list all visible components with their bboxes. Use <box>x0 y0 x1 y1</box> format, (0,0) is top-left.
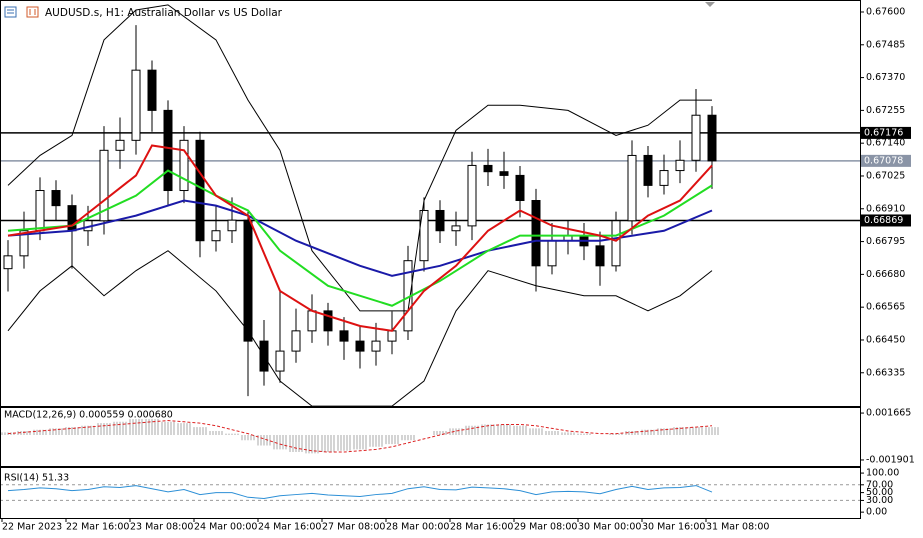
candle-body <box>307 310 317 332</box>
candle-body <box>99 149 109 222</box>
toolbar-icons <box>4 6 39 18</box>
candle-body <box>211 230 221 242</box>
candle-body <box>371 340 381 352</box>
candle-body <box>515 174 525 202</box>
candle-body <box>419 209 429 262</box>
candle-body <box>659 170 669 186</box>
x-tick-label: 30 Mar 00:00 <box>578 522 641 533</box>
candle-body <box>51 190 61 207</box>
y-tick-label: 100.00 <box>866 468 899 479</box>
candle-body <box>35 190 45 232</box>
plot-area <box>1 4 860 406</box>
y-tick-label: 0.66910 <box>866 203 905 214</box>
y-tick-label: 0.67485 <box>866 39 905 50</box>
x-tick-label: 24 Mar 16:00 <box>258 522 321 533</box>
y-tick-label: 0.67255 <box>866 105 905 116</box>
x-tick-label: 29 Mar 08:00 <box>514 522 577 533</box>
y-tick-label: 50.00 <box>866 487 893 498</box>
y-tick-label: -0.001901 <box>866 454 915 465</box>
rsi-line <box>7 485 713 499</box>
y-tick-label: 0.001665 <box>866 408 911 419</box>
candle-body <box>675 159 685 172</box>
candle-body <box>115 139 125 151</box>
indicator-line <box>7 199 713 277</box>
candle-body <box>483 164 493 173</box>
candle-body <box>227 219 237 232</box>
x-tick-label: 24 Mar 00:00 <box>194 522 257 533</box>
candle-body <box>147 69 157 111</box>
y-tick-label: 0.67140 <box>866 138 905 149</box>
y-tick-label: 0.66450 <box>866 334 905 345</box>
x-tick-label: 22 Mar 2023 <box>2 522 62 533</box>
candle-body <box>131 69 141 141</box>
rsi-title: RSI(14) 51.33 <box>4 473 69 484</box>
chart-title: AUDUSD.s, H1: Australian Dollar vs US Do… <box>45 7 283 19</box>
indicator-line <box>7 4 712 312</box>
x-tick-label: 28 Mar 16:00 <box>450 522 513 533</box>
candle-body <box>163 109 173 192</box>
x-tick-label: 30 Mar 16:00 <box>642 522 705 533</box>
macd-title: MACD(12,26,9) 0.000559 0.000680 <box>4 410 173 421</box>
candle-body <box>643 154 653 186</box>
signal-line <box>7 419 713 453</box>
candle-body <box>355 340 365 352</box>
x-tick-label: 31 Mar 08:00 <box>706 522 769 533</box>
x-tick-label: 22 Mar 16:00 <box>66 522 129 533</box>
candle-body <box>387 330 397 342</box>
candle-body <box>499 171 509 176</box>
y-tick-label: 0.66680 <box>866 269 905 280</box>
x-tick-label: 28 Mar 00:00 <box>386 522 449 533</box>
candle-body <box>691 114 701 161</box>
price-label: 0.67078 <box>864 155 903 166</box>
main-panel <box>0 0 861 407</box>
y-tick-label: 0.66795 <box>866 236 905 247</box>
candle-body <box>547 240 557 267</box>
plot-area <box>1 484 860 501</box>
candle-body <box>707 114 717 162</box>
price-label: 0.67176 <box>864 127 903 138</box>
y-tick-label: 70.00 <box>866 479 893 490</box>
candle-body <box>3 255 13 270</box>
plot-area <box>1 419 719 454</box>
candle-body <box>275 350 285 372</box>
y-tick-label: 30.00 <box>866 495 893 506</box>
candle-body <box>195 139 205 242</box>
candle-body <box>595 245 605 267</box>
y-tick-label: 0.67025 <box>866 170 905 181</box>
price-label: 0.66869 <box>864 215 903 226</box>
candle-body <box>627 154 637 222</box>
indicator-line <box>7 169 713 307</box>
candle-body <box>451 225 461 232</box>
y-tick-label: 0.67370 <box>866 72 905 83</box>
price-label-box <box>861 154 911 167</box>
shift-marker <box>705 2 715 7</box>
candle-body <box>243 219 253 342</box>
price-label-box <box>861 126 911 139</box>
candle-body <box>291 330 301 352</box>
candle-body <box>19 230 29 257</box>
candle-body <box>179 139 189 192</box>
macd-panel <box>0 407 861 467</box>
candle-body <box>467 164 477 227</box>
y-tick-label: 0.00 <box>866 507 887 518</box>
y-tick-label: 0.66565 <box>866 302 905 313</box>
indicator-line <box>7 144 713 332</box>
candle-body <box>611 220 621 267</box>
price-label-box <box>861 214 911 227</box>
x-tick-label: 23 Mar 08:00 <box>130 522 193 533</box>
candle-body <box>339 330 349 342</box>
x-tick-label: 27 Mar 08:00 <box>322 522 385 533</box>
indicator-line <box>7 250 713 406</box>
rsi-panel <box>0 467 861 519</box>
candle-body <box>323 310 333 332</box>
candle-body <box>435 209 445 232</box>
candle-body <box>531 200 541 267</box>
y-tick-label: 0.67600 <box>866 6 905 17</box>
y-tick-label: 0.66335 <box>866 367 905 378</box>
